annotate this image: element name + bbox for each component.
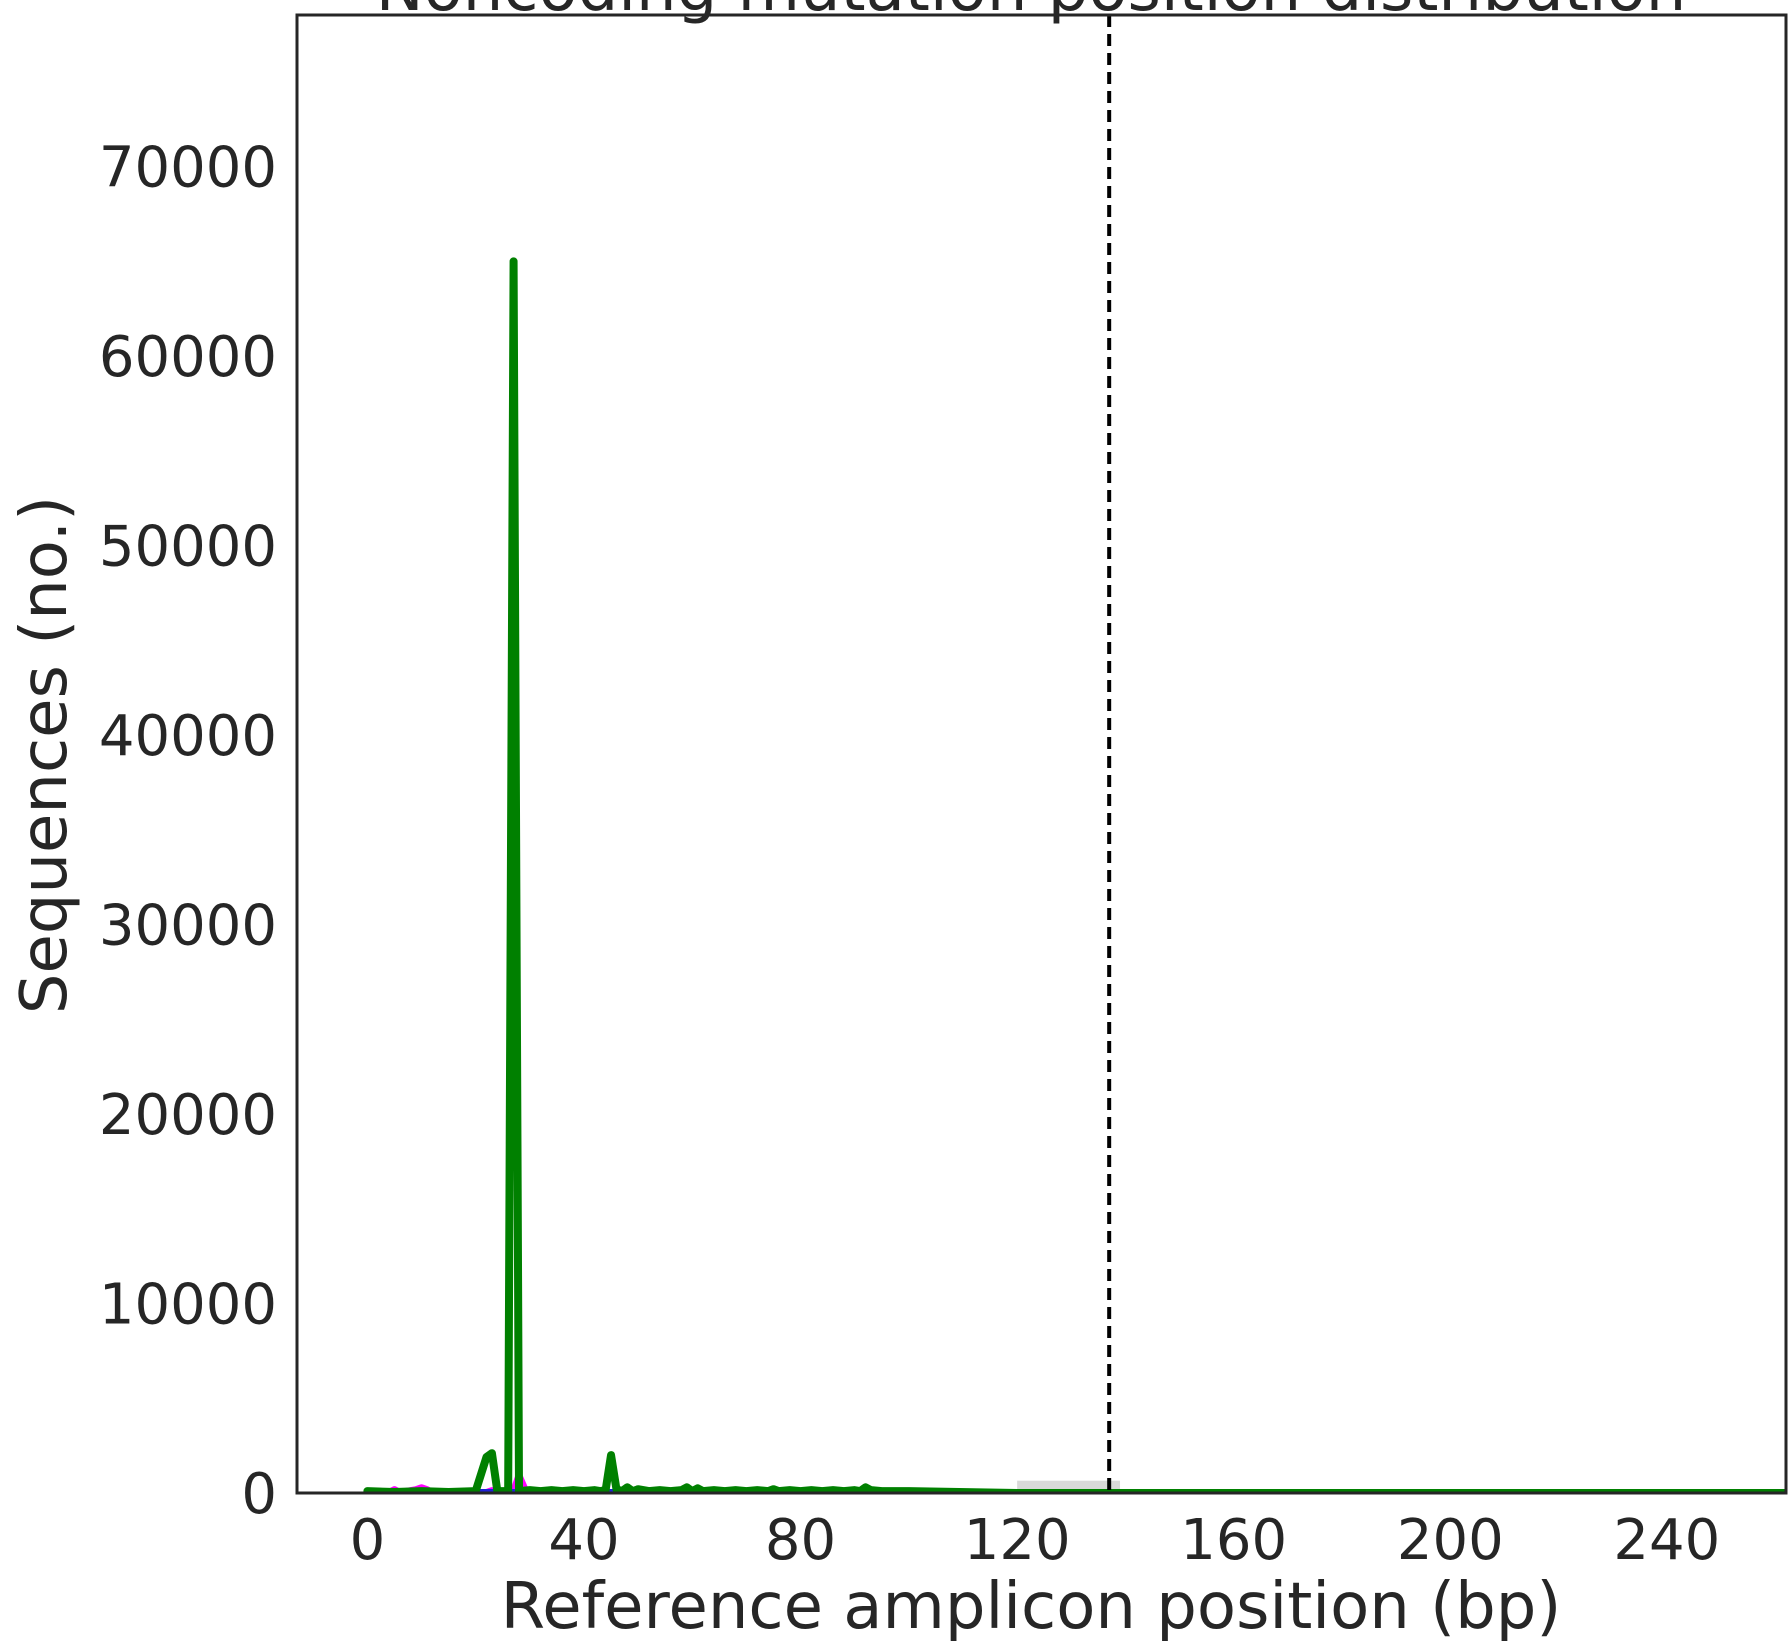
y-axis-title: Sequences (no.)	[8, 496, 82, 1014]
plot-area	[295, 13, 1788, 1495]
y-tick-label: 50000	[99, 515, 277, 580]
x-axis-title: Reference amplicon position (bp)	[501, 1570, 1562, 1641]
x-tick-label: 120	[964, 1508, 1071, 1573]
x-tick-label: 240	[1613, 1508, 1720, 1573]
plot-frame	[295, 13, 1788, 1495]
chart-title: Noncoding mutation position distribution	[376, 0, 1687, 26]
x-tick-label: 0	[350, 1508, 386, 1573]
y-tick-label: 0	[241, 1462, 277, 1527]
series-line-2	[363, 257, 1786, 1493]
y-axis: 0 10000 20000 30000 40000 50000 60000 70000	[99, 136, 277, 1527]
x-tick-label: 40	[548, 1508, 619, 1573]
y-tick-label: 60000	[99, 325, 277, 390]
plot-content	[363, 15, 1786, 1493]
x-tick-label: 200	[1397, 1508, 1504, 1573]
y-tick-label: 70000	[99, 136, 277, 201]
x-tick-label: 160	[1180, 1508, 1287, 1573]
x-axis: 0 40 80 120 160 200 240	[350, 1508, 1721, 1573]
y-tick-label: 10000	[99, 1273, 277, 1338]
y-tick-label: 40000	[99, 704, 277, 769]
x-tick-label: 80	[765, 1508, 836, 1573]
y-tick-label: 30000	[99, 894, 277, 959]
y-tick-label: 20000	[99, 1083, 277, 1148]
